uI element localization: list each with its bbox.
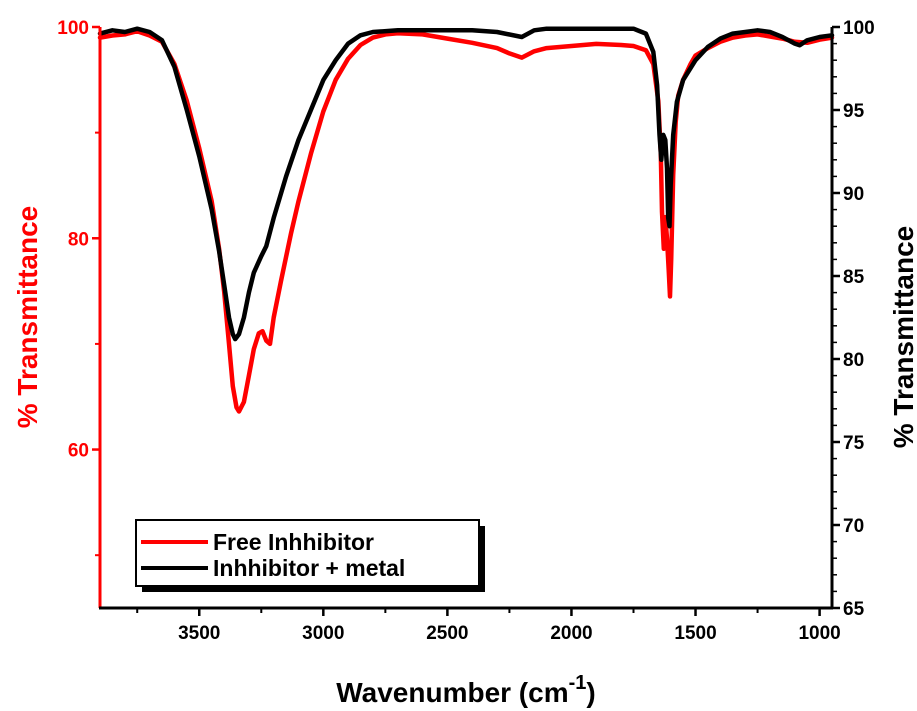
x-tick-label: 3500	[178, 623, 220, 644]
left-y-tick-label: 100	[57, 18, 89, 39]
x-tick-label: 2500	[426, 623, 468, 644]
right-y-tick-label: 70	[843, 516, 864, 537]
right-y-tick-label: 80	[843, 350, 864, 371]
right-y-tick-label: 90	[843, 184, 864, 205]
axis-ticks: 3500 3000 2500 2000 1500 1000 100 80 60 100 95 90 85…	[57, 18, 874, 644]
left-y-axis-title: % Transmittance	[12, 206, 43, 429]
legend-box	[135, 519, 480, 587]
right-y-tick-label: 85	[843, 267, 865, 288]
x-tick-label: 3000	[302, 623, 344, 644]
right-y-tick-label: 65	[843, 599, 865, 620]
x-axis-title: Wavenumber (cm-1)	[336, 672, 595, 708]
legend: Free Inhhibitor Inhhibitor + metal	[135, 519, 485, 592]
x-tick-label: 2000	[550, 623, 592, 644]
right-y-axis-title: % Transmittance	[888, 226, 917, 449]
right-y-tick-label: 75	[843, 433, 865, 454]
left-y-tick-label: 80	[68, 229, 89, 250]
series-line-free-inhibitor	[97, 28, 835, 414]
legend-label-inhibitor-metal: Inhhibitor + metal	[213, 555, 405, 581]
left-y-tick-label: 60	[68, 441, 89, 462]
series-lines	[97, 26, 835, 414]
right-y-tick-label: 95	[843, 101, 865, 122]
right-y-tick-label: 100	[843, 18, 875, 39]
x-tick-label: 1000	[798, 623, 840, 644]
series-line-inhibitor-metal	[97, 26, 835, 342]
legend-label-free-inhibitor: Free Inhhibitor	[213, 529, 374, 555]
x-tick-label: 1500	[674, 623, 716, 644]
